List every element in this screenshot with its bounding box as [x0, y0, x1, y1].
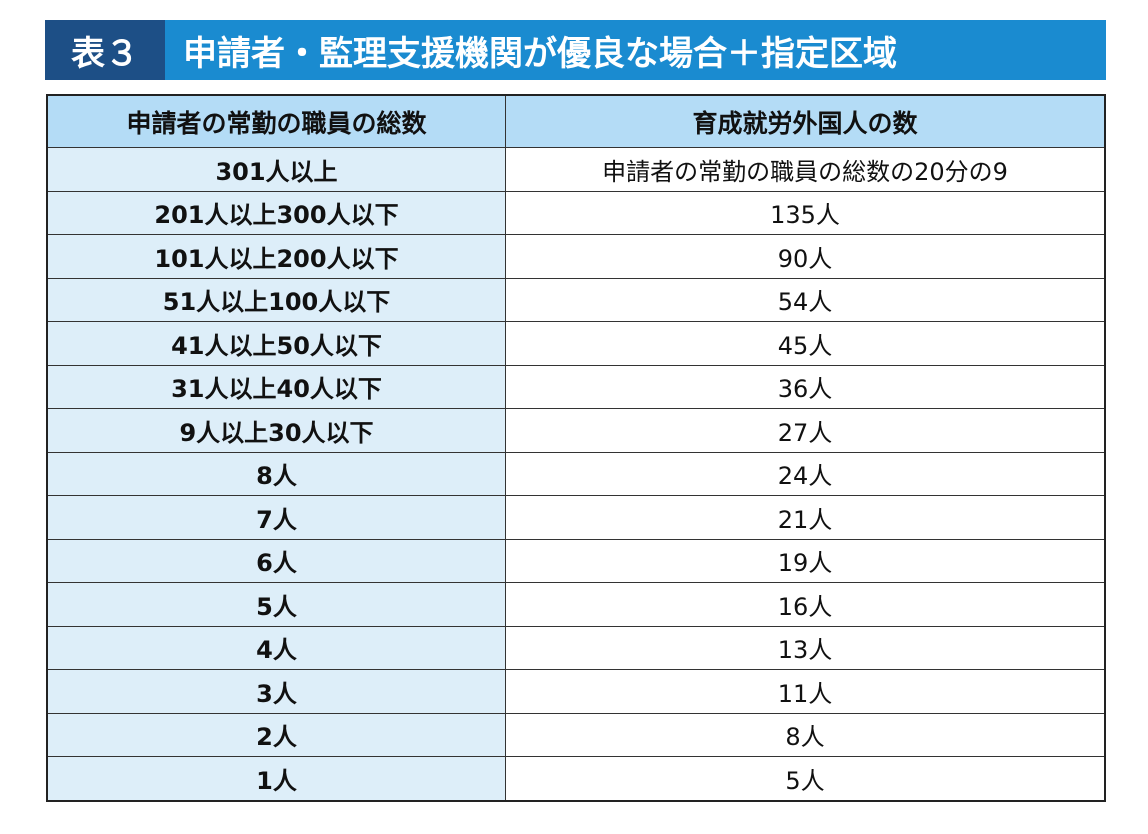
table-row: 101人以上200人以下 90人 [46, 234, 1106, 279]
table-row: 7人 21人 [46, 495, 1106, 540]
table-cell: 5人 [46, 582, 506, 627]
table-cell: 24人 [505, 451, 1106, 496]
table-cell: 45人 [505, 321, 1106, 366]
table-cell: 90人 [505, 234, 1106, 279]
column-header: 申請者の常勤の職員の総数 [46, 94, 506, 148]
table-cell: 7人 [46, 495, 506, 540]
table-cell: 2人 [46, 712, 506, 757]
table-cell: 8人 [46, 451, 506, 496]
table-cell: 5人 [505, 756, 1106, 801]
table-row: 3人 11人 [46, 669, 1106, 714]
table-row: 1人 5人 [46, 756, 1106, 801]
table-cell: 27人 [505, 408, 1106, 453]
table-cell: 101人以上200人以下 [46, 234, 506, 279]
table-row: 51人以上100人以下 54人 [46, 277, 1106, 322]
table-row: 4人 13人 [46, 625, 1106, 670]
table-row: 8人 24人 [46, 451, 1106, 496]
table-cell: 21人 [505, 495, 1106, 540]
table: 申請者の常勤の職員の総数 育成就労外国人の数 301人以上 申請者の常勤の職員の総数… [46, 94, 1106, 802]
table-cell: 3人 [46, 669, 506, 714]
table-row: 6人 19人 [46, 538, 1106, 583]
table-body: 301人以上 申請者の常勤の職員の総数の20分の9 201人以上300人以下 135人… [46, 147, 1106, 801]
header: 表３ 申請者・監理支援機関が優良な場合＋指定区域 [45, 20, 1106, 80]
table-cell: 申請者の常勤の職員の総数の20分の9 [505, 147, 1106, 192]
table-row: 31人以上40人以下 36人 [46, 364, 1106, 409]
header-title: 申請者・監理支援機関が優良な場合＋指定区域 [183, 33, 897, 74]
table-row: 5人 16人 [46, 582, 1106, 627]
table-cell: 6人 [46, 538, 506, 583]
header-row: 申請者の常勤の職員の総数 育成就労外国人の数 [46, 94, 1106, 148]
header-label: 表３ [45, 20, 165, 80]
table-cell: 16人 [505, 582, 1106, 627]
table-cell: 135人 [505, 190, 1106, 235]
table-row: 41人以上50人以下 45人 [46, 321, 1106, 366]
table-cell: 54人 [505, 277, 1106, 322]
table-cell: 11人 [505, 669, 1106, 714]
table-cell: 51人以上100人以下 [46, 277, 506, 322]
table-cell: 31人以上40人以下 [46, 364, 506, 409]
column-header: 育成就労外国人の数 [505, 94, 1106, 148]
table-cell: 13人 [505, 625, 1106, 670]
table-cell: 4人 [46, 625, 506, 670]
table-cell: 9人以上30人以下 [46, 408, 506, 453]
table-cell: 19人 [505, 538, 1106, 583]
table-cell: 8人 [505, 712, 1106, 757]
table-cell: 1人 [46, 756, 506, 801]
table-cell: 41人以上50人以下 [46, 321, 506, 366]
table-row: 9人以上30人以下 27人 [46, 408, 1106, 453]
table-cell: 36人 [505, 364, 1106, 409]
table-row: 301人以上 申請者の常勤の職員の総数の20分の9 [46, 147, 1106, 192]
table-cell: 301人以上 [46, 147, 506, 192]
table-cell: 201人以上300人以下 [46, 190, 506, 235]
table-row: 2人 8人 [46, 712, 1106, 757]
table-row: 201人以上300人以下 135人 [46, 190, 1106, 235]
